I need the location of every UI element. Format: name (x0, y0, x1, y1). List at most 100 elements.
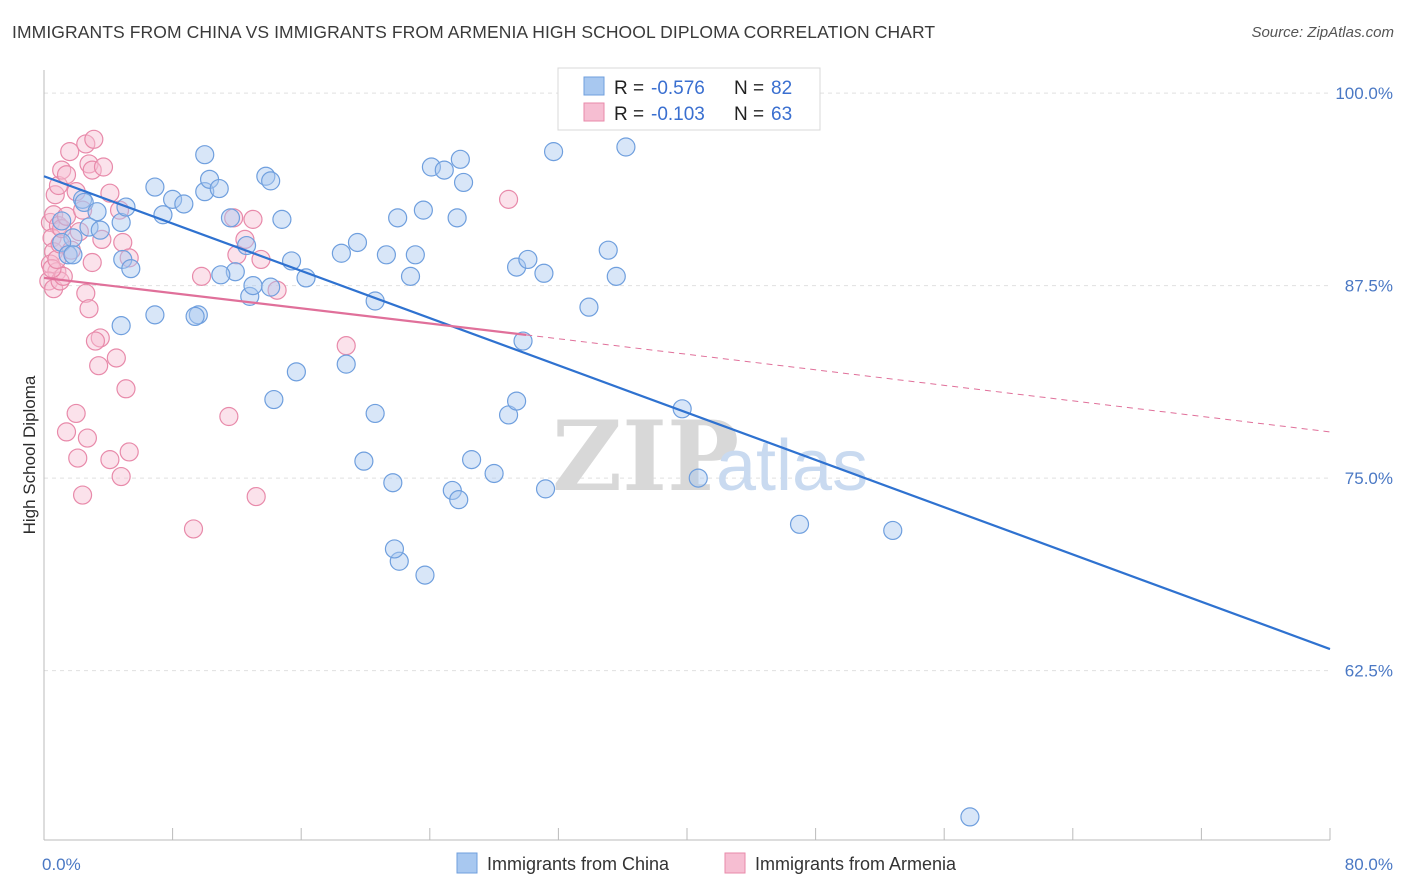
y-axis-label: High School Diploma (20, 375, 39, 534)
china-point-80 (883, 520, 903, 541)
armenia-point-34 (76, 283, 96, 303)
china-point-3 (111, 212, 131, 233)
stats-box: R = -0.576 N = 82 R = -0.103 N = 63 (557, 67, 821, 131)
china-point-74 (535, 479, 556, 499)
stats-armenia-r-label: R = (614, 104, 644, 125)
legend-swatch-armenia (724, 852, 746, 874)
china-point-32 (74, 192, 94, 213)
x-tick-label-0: 0.0% (42, 855, 81, 874)
armenia-point-40 (116, 379, 136, 399)
china-point-31 (52, 211, 72, 231)
source-label: Source: ZipAtlas.com (1251, 24, 1394, 41)
china-point-71 (449, 490, 469, 510)
china-point-56 (579, 297, 599, 317)
armenia-point-47 (119, 442, 139, 462)
china-point-11 (220, 208, 241, 228)
legend-label-armenia: Immigrants from Armenia (755, 854, 957, 874)
china-point-64 (336, 354, 356, 374)
china-point-68 (389, 551, 409, 571)
armenia-point-59 (336, 336, 356, 356)
china-point-49 (388, 208, 408, 228)
china-point-66 (286, 362, 306, 382)
armenia-point-45 (100, 450, 120, 470)
china-point-1 (163, 189, 183, 209)
armenia-point-39 (106, 348, 126, 368)
stats-china-n-label: N = (734, 78, 764, 99)
china-point-69 (384, 539, 405, 559)
armenia-point-37 (85, 331, 106, 351)
china-point-39 (347, 232, 368, 253)
armenia-point-41 (66, 403, 86, 424)
legend-label-china: Immigrants from China (487, 854, 670, 874)
china-point-7 (195, 182, 215, 202)
watermark-zip: ZIP (552, 400, 739, 513)
china-point-54 (534, 263, 554, 283)
china-point-34 (79, 217, 99, 237)
china-point-41 (376, 245, 396, 265)
china-point-6 (145, 177, 165, 197)
china-point-45 (405, 245, 425, 265)
china-point-78 (688, 468, 708, 488)
china-point-79 (789, 514, 810, 534)
trend-line-armenia-extension (526, 334, 1331, 433)
armenia-point-20 (56, 165, 77, 185)
armenia-point-24 (82, 160, 102, 180)
axes (43, 70, 1331, 841)
armenia-point-38 (89, 356, 109, 376)
armenia-point-60 (498, 189, 519, 209)
armenia-point-58 (246, 486, 266, 507)
armenia-point-43 (77, 428, 98, 448)
china-point-48 (413, 200, 433, 220)
china-point-29 (52, 232, 72, 253)
stats-china-r-label: R = (614, 78, 644, 99)
china-point-20 (261, 277, 281, 297)
china-point-57 (598, 240, 618, 260)
china-point-81 (960, 807, 980, 827)
stats-armenia-n-value: 63 (771, 104, 792, 125)
armenia-point-48 (72, 485, 93, 505)
legend-swatch-china (456, 852, 478, 874)
armenia-point-22 (72, 200, 93, 220)
stats-armenia-r-value: -0.103 (651, 104, 705, 125)
y-tick-label-3: 100.0% (1335, 84, 1393, 103)
china-point-21 (243, 276, 263, 296)
china-point-24 (185, 306, 205, 326)
china-point-13 (195, 145, 215, 165)
armenia-point-50 (191, 266, 212, 286)
stats-china-n-value: 82 (771, 78, 792, 99)
china-point-26 (121, 259, 141, 279)
china-point-72 (461, 450, 482, 470)
china-point-17 (261, 171, 281, 191)
armenia-point-35 (79, 299, 99, 319)
stats-armenia-n-label: N = (734, 104, 764, 125)
china-point-46 (447, 208, 467, 228)
china-point-47 (450, 149, 470, 169)
china-point-42 (400, 266, 421, 286)
china-point-50 (453, 172, 474, 193)
china-point-15 (225, 262, 245, 282)
china-point-62 (383, 473, 403, 493)
x-tick-label-1: 80.0% (1345, 855, 1393, 874)
stats-swatch-armenia (583, 102, 605, 122)
armenia-point-19 (60, 142, 80, 162)
grid-lines (44, 92, 1330, 672)
y-tick-label-2: 87.5% (1345, 277, 1393, 296)
stats-swatch-china (583, 76, 605, 96)
china-point-65 (264, 389, 284, 410)
trend-lines (43, 175, 1331, 651)
china-point-35 (90, 220, 110, 240)
china-point-18 (272, 209, 292, 229)
china-point-27 (111, 316, 131, 336)
china-point-75 (616, 137, 636, 157)
armenia-point-49 (183, 519, 204, 539)
trend-line-armenia (43, 276, 527, 336)
legend: Immigrants from China Immigrants from Ar… (456, 852, 957, 874)
china-point-44 (434, 160, 454, 180)
armenia-point-11 (42, 259, 62, 279)
armenia-point-33 (82, 252, 102, 273)
china-point-30 (58, 245, 78, 265)
y-tick-label-1: 75.0% (1345, 469, 1393, 488)
y-tick-label-0: 62.5% (1345, 662, 1393, 681)
china-point-51 (513, 331, 533, 351)
china-point-8 (174, 194, 194, 214)
